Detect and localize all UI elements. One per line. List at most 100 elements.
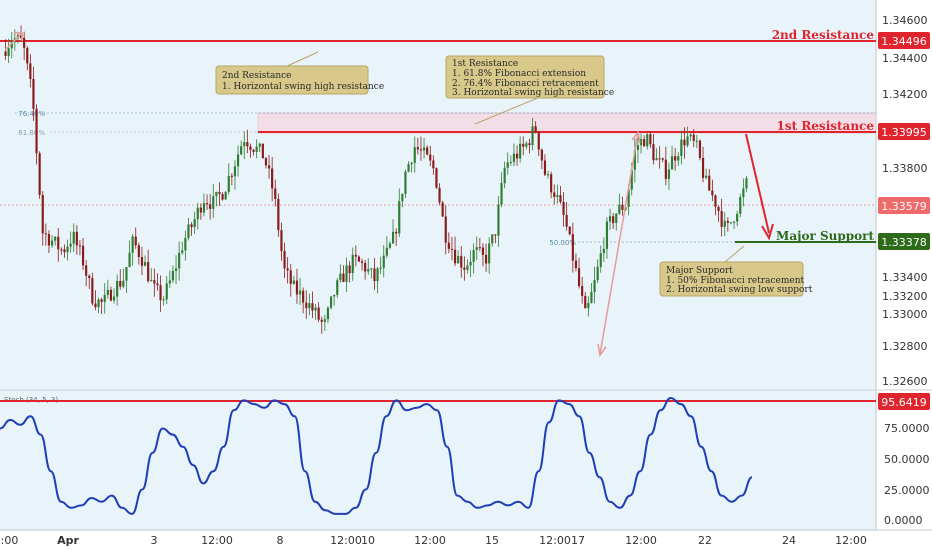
- time-tick-label: 12:00: [201, 534, 233, 547]
- candle-body: [184, 237, 187, 251]
- candle-body: [333, 294, 336, 297]
- major-support-price: 1.33378: [881, 236, 927, 249]
- candle-body: [317, 307, 320, 320]
- candle-body: [686, 136, 689, 146]
- swing-high-arrow: [4, 32, 23, 51]
- candle-body: [351, 254, 354, 274]
- candle-body: [41, 194, 44, 234]
- candle-body: [500, 183, 503, 205]
- price-tick-label: 1.32600: [882, 375, 928, 388]
- candle-body: [404, 171, 407, 194]
- candle-body: [205, 203, 209, 205]
- candle-body: [336, 280, 339, 295]
- candle-body: [550, 174, 553, 193]
- candle-body: [308, 303, 311, 309]
- candle-body: [85, 265, 88, 276]
- candle-body: [559, 195, 562, 202]
- candle-body: [636, 145, 640, 151]
- candle-body: [565, 214, 568, 227]
- candle-body: [540, 149, 543, 161]
- candle-body: [305, 302, 308, 309]
- candle-body: [497, 204, 500, 236]
- major-support-callout: Major Support 1. 50% Fibonacci retraceme…: [659, 245, 813, 297]
- candle-body: [593, 280, 596, 293]
- candle-body: [364, 262, 367, 272]
- price-tick-label: 1.33000: [882, 308, 928, 321]
- fib-618-label: 61.80%: [18, 129, 45, 137]
- candle-body: [162, 299, 165, 301]
- price-axis: 1.34600 1.34400 1.34200 1.33800 1.33400 …: [882, 14, 928, 388]
- time-tick-label: 12:00: [539, 534, 571, 547]
- candle-body: [156, 283, 159, 286]
- candle-body: [466, 265, 469, 270]
- candle-body: [488, 243, 491, 264]
- candle-body: [7, 48, 10, 56]
- fib-50-label: 50.00%: [549, 239, 576, 247]
- time-tick-label: 15: [485, 534, 499, 547]
- candle-body: [218, 191, 221, 195]
- candle-body: [705, 175, 708, 178]
- candle-body: [562, 201, 565, 215]
- price-tick-label: 1.34400: [882, 52, 928, 65]
- candle-body: [658, 158, 661, 160]
- candle-body: [407, 164, 410, 172]
- candle-body: [4, 51, 7, 56]
- second-resistance-callout: 2nd Resistance 1. Horizontal swing high …: [215, 51, 384, 95]
- candle-body: [512, 153, 516, 163]
- first-resistance-text: 1st Resistance: [777, 119, 875, 133]
- candle-body: [255, 146, 258, 152]
- price-axis-panel: [876, 0, 932, 550]
- stoch-tick-label: 25.0000: [884, 484, 930, 497]
- candle-body: [94, 303, 97, 308]
- candle-body: [233, 166, 237, 177]
- candle-body: [38, 153, 41, 195]
- candle-body: [320, 319, 323, 322]
- time-tick-label: Apr: [57, 534, 79, 547]
- candle-body: [701, 158, 705, 178]
- candle-body: [457, 256, 460, 264]
- candle-body: [463, 267, 466, 270]
- candle-body: [125, 267, 128, 281]
- major-support-note-line-3: 2. Horizontal swing low support: [666, 285, 813, 295]
- candle-body: [47, 234, 51, 246]
- candle-body: [246, 142, 249, 147]
- candle-body: [165, 283, 168, 300]
- candle-body: [711, 190, 714, 196]
- candle-body: [612, 216, 615, 224]
- candle-body: [717, 206, 720, 212]
- second-resistance-badge: 1.34496: [878, 32, 930, 49]
- candle-body: [655, 158, 658, 161]
- candle-body: [314, 307, 317, 311]
- second-resistance-price: 1.34496: [881, 35, 927, 48]
- candle-body: [683, 139, 686, 146]
- candle-body: [441, 202, 444, 217]
- candle-body: [553, 192, 556, 197]
- candle-body: [435, 168, 438, 188]
- candle-body: [258, 143, 261, 147]
- candle-body: [230, 175, 233, 177]
- candle-body: [537, 131, 540, 150]
- candle-body: [103, 294, 106, 302]
- candle-body: [109, 289, 113, 301]
- time-tick-label: 3: [151, 534, 158, 547]
- major-support-note-line-1: Major Support: [666, 266, 733, 276]
- time-tick-label: 2:00: [0, 534, 18, 547]
- candle-body: [243, 142, 246, 147]
- second-resistance-note-line-2: 1. Horizontal swing high resistance: [222, 82, 384, 92]
- first-resistance-price: 1.33995: [881, 126, 927, 139]
- candle-body: [168, 280, 171, 284]
- candle-body: [450, 248, 454, 250]
- candle-body: [261, 143, 264, 159]
- candle-body: [742, 188, 745, 198]
- candle-body: [280, 230, 283, 252]
- candle-body: [57, 236, 60, 250]
- candle-body: [429, 154, 432, 161]
- candle-body: [81, 245, 85, 266]
- candle-body: [426, 147, 429, 155]
- time-tick-label: 24: [782, 534, 796, 547]
- time-tick-label: 12:00: [330, 534, 362, 547]
- candle-body: [267, 165, 271, 169]
- candle-body: [478, 247, 481, 249]
- candle-body: [134, 236, 137, 246]
